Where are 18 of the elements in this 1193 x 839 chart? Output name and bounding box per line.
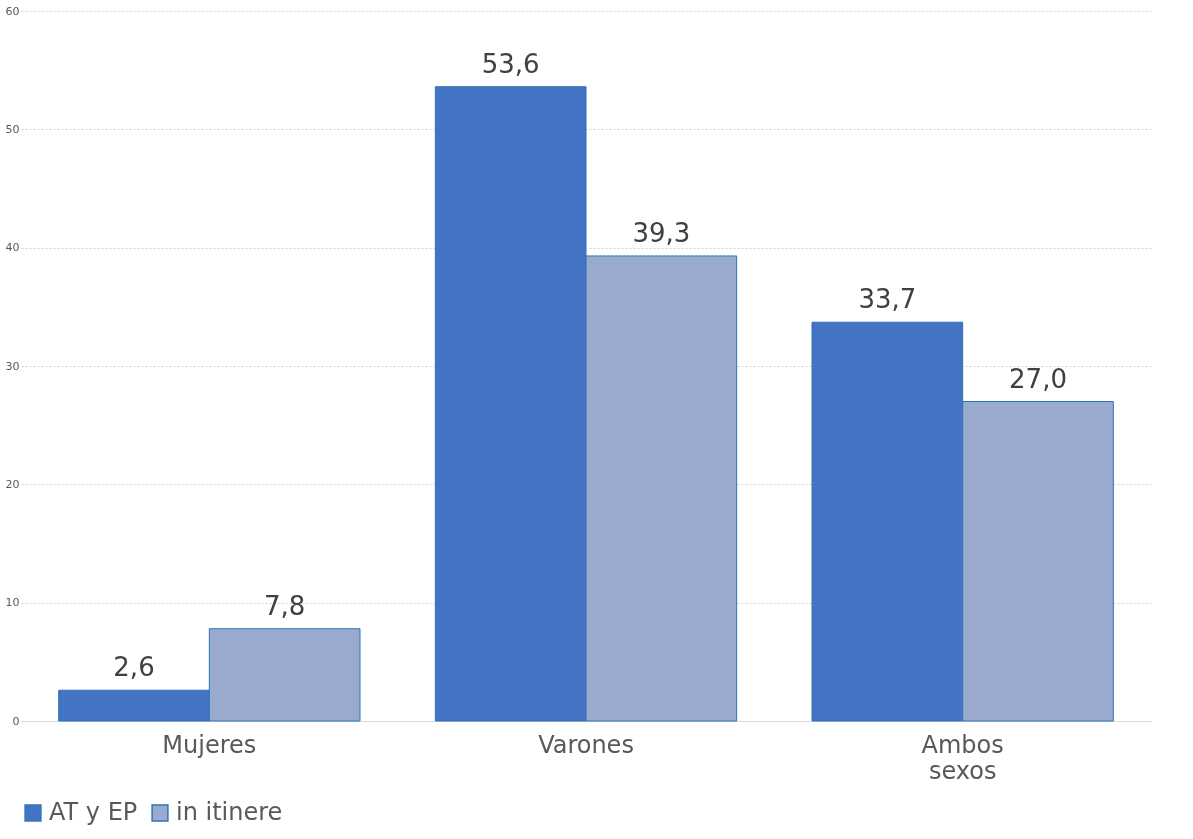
text: 53,6 — [481, 48, 540, 79]
text: 27,0 — [1009, 363, 1067, 394]
text: 7,8 — [263, 590, 306, 621]
x-tick-label: Ambos sexos — [921, 730, 1004, 785]
legend-label: in itinere — [176, 798, 283, 826]
x-tick-label: Mujeres — [162, 730, 257, 759]
y-tick-label: 40 — [5, 241, 20, 255]
y-tick-label: 50 — [5, 122, 20, 136]
text: 33,7 — [858, 284, 917, 315]
y-tick-label: 60 — [5, 4, 20, 18]
y-tick-label: 20 — [5, 477, 20, 491]
y-tick-label: 0 — [12, 714, 20, 728]
text: 39,3 — [632, 217, 691, 248]
y-tick-label: 10 — [5, 596, 20, 610]
y-tick-label: 30 — [5, 359, 20, 373]
x-tick-label: Varones — [538, 730, 634, 759]
legend-label: AT y EP — [49, 798, 138, 826]
text: 2,6 — [113, 652, 155, 683]
